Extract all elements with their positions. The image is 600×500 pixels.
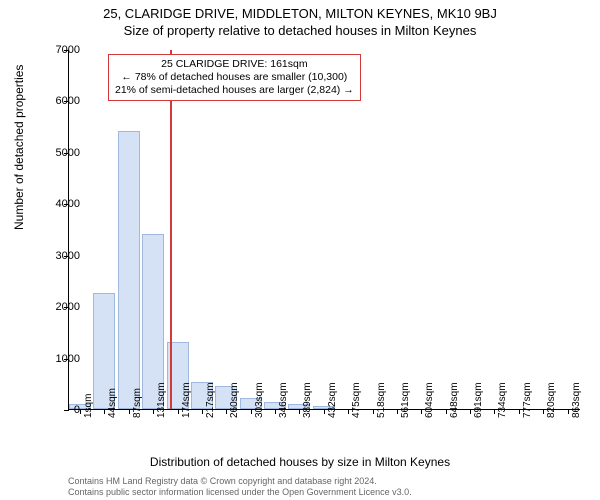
ytick-label: 0 (40, 404, 80, 416)
xtick-line (397, 409, 398, 414)
xtick-line (494, 409, 495, 414)
xtick-line (275, 409, 276, 414)
ytick-label: 3000 (40, 250, 80, 262)
xtick-label: 1sqm (83, 394, 94, 418)
marker-line (170, 50, 172, 409)
xtick-label: 174sqm (181, 382, 192, 418)
xtick-label: 303sqm (254, 382, 265, 418)
ytick-label: 5000 (40, 147, 80, 159)
ytick-label: 4000 (40, 198, 80, 210)
ytick-label: 2000 (40, 301, 80, 313)
xtick-line (470, 409, 471, 414)
plot-region: 1sqm44sqm87sqm131sqm174sqm217sqm260sqm30… (68, 50, 580, 410)
annotation-box: 25 CLARIDGE DRIVE: 161sqm ← 78% of detac… (108, 54, 361, 101)
xtick-line (202, 409, 203, 414)
footer-text: Contains HM Land Registry data © Crown c… (68, 476, 412, 498)
title-main: 25, CLARIDGE DRIVE, MIDDLETON, MILTON KE… (0, 0, 600, 21)
xtick-label: 131sqm (156, 382, 167, 418)
xtick-label: 260sqm (229, 382, 240, 418)
xtick-label: 432sqm (327, 382, 338, 418)
xtick-label: 734sqm (497, 382, 508, 418)
xtick-label: 561sqm (400, 382, 411, 418)
xtick-label: 777sqm (522, 382, 533, 418)
xtick-label: 389sqm (302, 382, 313, 418)
chart-container: 25, CLARIDGE DRIVE, MIDDLETON, MILTON KE… (0, 0, 600, 500)
xtick-line (129, 409, 130, 414)
xtick-label: 475sqm (351, 382, 362, 418)
ytick-label: 1000 (40, 353, 80, 365)
xtick-label: 87sqm (132, 388, 143, 418)
xtick-label: 863sqm (571, 382, 582, 418)
xtick-line (80, 409, 81, 414)
ytick-label: 7000 (40, 44, 80, 56)
chart-area: 1sqm44sqm87sqm131sqm174sqm217sqm260sqm30… (68, 50, 580, 410)
xtick-line (446, 409, 447, 414)
xtick-line (178, 409, 179, 414)
xtick-label: 691sqm (473, 382, 484, 418)
annotation-line1: 25 CLARIDGE DRIVE: 161sqm (115, 58, 354, 71)
y-axis-label: Number of detached properties (12, 65, 26, 230)
ytick-label: 6000 (40, 95, 80, 107)
xtick-line (421, 409, 422, 414)
xtick-line (153, 409, 154, 414)
xtick-line (324, 409, 325, 414)
xtick-label: 648sqm (449, 382, 460, 418)
x-axis-label: Distribution of detached houses by size … (0, 455, 600, 469)
xtick-line (299, 409, 300, 414)
xtick-label: 44sqm (107, 388, 118, 418)
xtick-label: 820sqm (546, 382, 557, 418)
xtick-line (373, 409, 374, 414)
annotation-line3: 21% of semi-detached houses are larger (… (115, 84, 354, 97)
xtick-line (104, 409, 105, 414)
xtick-line (226, 409, 227, 414)
footer-line1: Contains HM Land Registry data © Crown c… (68, 476, 412, 487)
xtick-line (568, 409, 569, 414)
xtick-line (251, 409, 252, 414)
xtick-label: 217sqm (205, 382, 216, 418)
bar (118, 131, 140, 409)
xtick-label: 604sqm (424, 382, 435, 418)
title-sub: Size of property relative to detached ho… (0, 21, 600, 38)
xtick-label: 346sqm (278, 382, 289, 418)
annotation-line2: ← 78% of detached houses are smaller (10… (115, 71, 354, 84)
xtick-line (543, 409, 544, 414)
xtick-line (519, 409, 520, 414)
footer-line2: Contains public sector information licen… (68, 487, 412, 498)
xtick-label: 518sqm (376, 382, 387, 418)
xtick-line (348, 409, 349, 414)
